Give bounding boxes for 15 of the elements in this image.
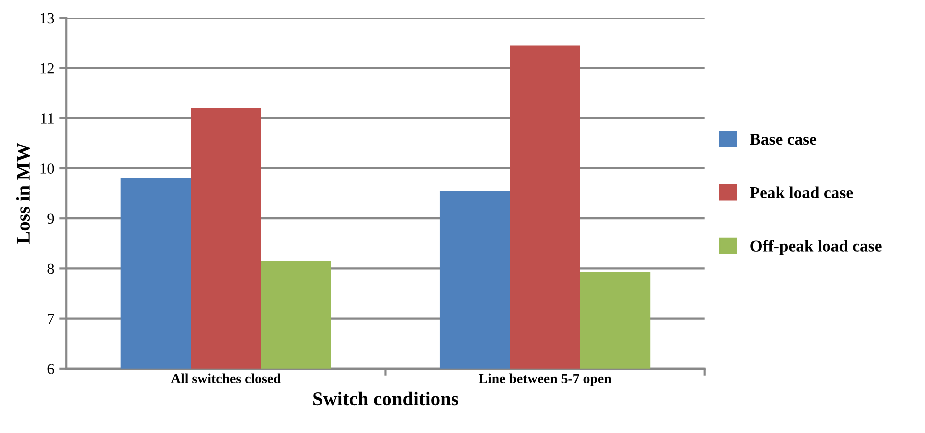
legend-label: Off-peak load case	[750, 240, 882, 256]
x-axis-title: Switch conditions	[314, 392, 458, 406]
y-tick-label: 6	[48, 364, 54, 374]
y-tick-label: 10	[40, 164, 54, 174]
legend-label: Base case	[750, 134, 817, 146]
y-tick-label: 7	[48, 314, 54, 324]
x-tick-label: All switches closed	[171, 374, 282, 384]
y-tick-label: 13	[40, 13, 54, 24]
legend-label: Peak load case	[750, 186, 854, 199]
y-tick-label: 9	[48, 214, 54, 224]
y-tick-label: 12	[40, 63, 54, 74]
y-tick-label: 11	[41, 114, 54, 124]
x-tick-label: Line between 5-7 open	[478, 374, 612, 386]
y-axis-title: Loss in MW	[16, 143, 30, 244]
y-tick-label: 8	[48, 264, 54, 274]
